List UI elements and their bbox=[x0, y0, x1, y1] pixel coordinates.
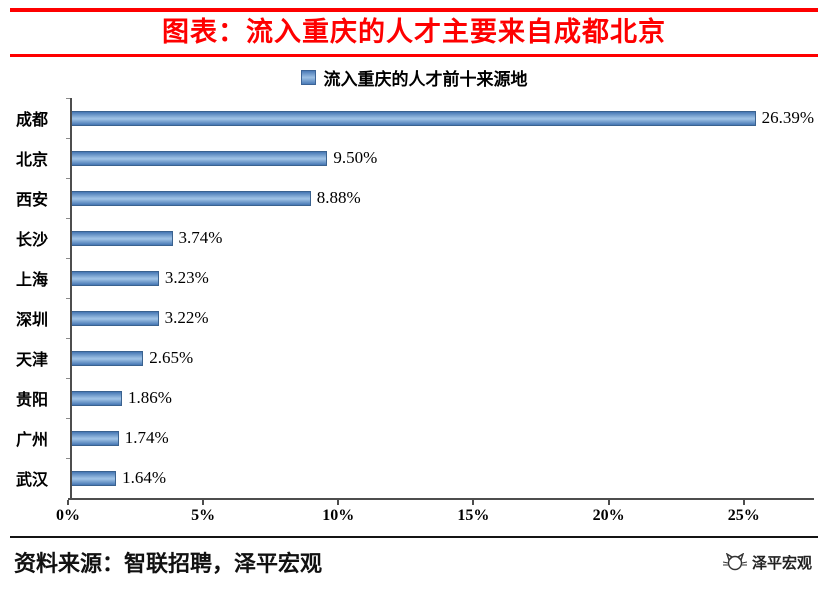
bar-row: 上海 3.23% bbox=[14, 258, 814, 298]
bar bbox=[72, 350, 144, 366]
tick-mark bbox=[67, 500, 69, 505]
footer: 资料来源：智联招聘，泽平宏观 泽平宏观 bbox=[0, 538, 828, 578]
bar-track: 8.88% bbox=[66, 178, 814, 218]
bar bbox=[72, 390, 122, 406]
x-axis: 0% 5% 10% 15% 20% 25% bbox=[56, 498, 814, 530]
value-label: 1.64% bbox=[122, 468, 166, 487]
bar-track: 2.65% bbox=[66, 338, 814, 378]
cat-logo-icon bbox=[722, 553, 747, 571]
tick-label: 0% bbox=[56, 507, 80, 524]
tick-label: 5% bbox=[191, 507, 216, 524]
category-label: 上海 bbox=[16, 272, 49, 289]
bar bbox=[72, 230, 173, 246]
category-label: 长沙 bbox=[16, 232, 49, 249]
tick-mark bbox=[202, 500, 205, 505]
bar bbox=[72, 270, 159, 286]
bar-track: 3.23% bbox=[66, 258, 814, 298]
bar-row: 北京 9.50% bbox=[14, 138, 814, 178]
value-label: 3.74% bbox=[178, 228, 223, 247]
plot-area: 成都 26.39% 北京 9.50% 西安 8.88% 长沙 3.74% 上海 3.23% 深圳 3.… bbox=[14, 98, 814, 498]
value-label: 9.50% bbox=[333, 148, 378, 167]
tick-mark bbox=[472, 500, 475, 505]
tick-label: 20% bbox=[592, 507, 625, 524]
bar-track: 1.74% bbox=[66, 418, 814, 458]
bar bbox=[72, 150, 328, 166]
tick-label: 15% bbox=[457, 507, 490, 524]
value-label: 8.88% bbox=[316, 188, 361, 207]
bar-track: 3.74% bbox=[66, 218, 814, 258]
bar-row: 西安 8.88% bbox=[14, 178, 814, 218]
brand-badge: 泽平宏观 bbox=[722, 552, 812, 573]
x-axis-tick: 25% bbox=[728, 500, 760, 525]
bar-track: 26.39% bbox=[66, 98, 814, 138]
page-title: 图表：流入重庆的人才主要来自成都北京 bbox=[162, 17, 666, 47]
tick-label: 10% bbox=[322, 507, 355, 524]
value-label: 3.22% bbox=[164, 308, 209, 327]
tick-mark bbox=[742, 500, 745, 505]
footer-separator bbox=[10, 536, 818, 538]
bar-row: 广州 1.74% bbox=[14, 418, 814, 458]
x-axis-tick: 10% bbox=[322, 500, 354, 525]
category-label: 深圳 bbox=[16, 312, 49, 329]
brand-label: 泽平宏观 bbox=[751, 554, 812, 572]
value-label: 1.86% bbox=[128, 388, 172, 407]
bar bbox=[72, 310, 159, 326]
value-label: 1.74% bbox=[124, 428, 169, 447]
x-axis-tick: 5% bbox=[191, 500, 215, 525]
bar-row: 武汉 1.64% bbox=[14, 458, 814, 498]
bar-track: 3.22% bbox=[66, 298, 814, 338]
bar bbox=[72, 470, 117, 486]
category-label: 武汉 bbox=[16, 472, 49, 489]
value-label: 26.39% bbox=[761, 108, 814, 127]
category-label: 广州 bbox=[16, 432, 49, 449]
bar-row: 长沙 3.74% bbox=[14, 218, 814, 258]
legend-swatch-icon bbox=[300, 70, 316, 85]
bar bbox=[72, 110, 756, 126]
bar-row: 贵阳 1.86% bbox=[14, 378, 814, 418]
value-label: 2.65% bbox=[149, 348, 194, 367]
bar-track: 1.64% bbox=[66, 458, 814, 498]
title-underline-rule bbox=[10, 54, 818, 57]
legend-label: 流入重庆的人才前十来源地 bbox=[323, 70, 528, 89]
x-axis-tick: 0% bbox=[56, 500, 80, 525]
bar bbox=[72, 190, 311, 206]
chart-legend: 流入重庆的人才前十来源地 bbox=[14, 65, 814, 90]
tick-mark bbox=[337, 500, 340, 505]
tick-label: 25% bbox=[727, 507, 760, 524]
category-label: 北京 bbox=[16, 152, 49, 169]
bar-track: 9.50% bbox=[66, 138, 814, 178]
category-label: 天津 bbox=[16, 352, 49, 369]
category-label: 贵阳 bbox=[16, 392, 49, 409]
bar-track: 1.86% bbox=[66, 378, 814, 418]
source-text: 资料来源：智联招聘，泽平宏观 bbox=[14, 551, 323, 576]
bar-row: 成都 26.39% bbox=[14, 98, 814, 138]
bar-chart: 流入重庆的人才前十来源地 成都 26.39% 北京 9.50% 西安 8.88% 长沙 3.7… bbox=[14, 65, 814, 530]
value-label: 3.23% bbox=[164, 268, 209, 287]
bar-row: 深圳 3.22% bbox=[14, 298, 814, 338]
tick-mark bbox=[607, 500, 610, 505]
category-label: 成都 bbox=[16, 112, 49, 129]
bar bbox=[72, 430, 119, 446]
top-red-rule bbox=[10, 8, 818, 12]
x-axis-tick: 15% bbox=[457, 500, 489, 525]
category-label: 西安 bbox=[16, 192, 49, 209]
x-axis-tick: 20% bbox=[593, 500, 625, 525]
bar-row: 天津 2.65% bbox=[14, 338, 814, 378]
